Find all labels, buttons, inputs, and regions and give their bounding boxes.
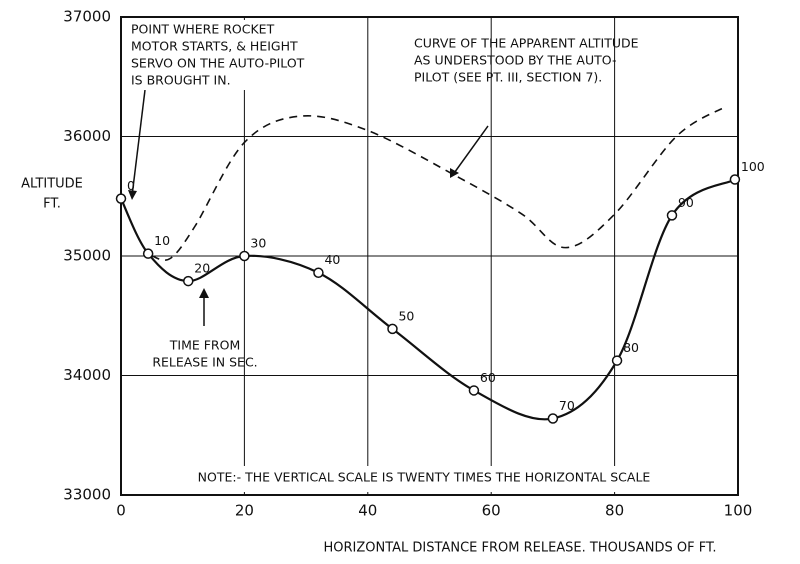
line (120, 178, 736, 421)
arrow (451, 125, 489, 177)
point-label: 70 (559, 398, 575, 413)
point-label: 0 (127, 178, 135, 193)
annotation: AS UNDERSTOOD BY THE AUTO- (414, 53, 616, 68)
y-tick-label: 37000 (63, 8, 111, 26)
y-tick-label: 36000 (63, 127, 111, 145)
arrow-head (450, 168, 459, 178)
x-tick-label: 0 (116, 502, 126, 520)
annotation: SERVO ON THE AUTO-PILOT (131, 56, 305, 71)
point-label: 90 (678, 195, 694, 210)
x-tick-label: 80 (605, 502, 624, 520)
y-axis-label: ALTITUDE (21, 177, 83, 192)
point (239, 250, 250, 262)
annotation: TIME FROM (169, 338, 240, 353)
y-axis-label: FT. (43, 197, 61, 212)
point (115, 193, 127, 204)
point (666, 210, 678, 221)
annotation: PILOT (SEE PT. III, SECTION 7). (414, 70, 602, 85)
annotation: MOTOR STARTS, & HEIGHT (131, 39, 298, 54)
point (729, 174, 741, 185)
point (183, 275, 194, 287)
point (387, 323, 398, 335)
x-tick-label: 60 (482, 502, 501, 520)
arrow (131, 89, 146, 197)
x-tick-label: 100 (724, 502, 753, 520)
y-tick-label: 34000 (63, 366, 111, 384)
point-label: 40 (324, 252, 340, 267)
point-label: 100 (741, 159, 765, 174)
point (313, 267, 324, 278)
x-tick-label: 40 (358, 502, 377, 520)
y-tick-label: 35000 (63, 247, 111, 265)
point-label: 10 (154, 233, 170, 248)
point-label: 60 (480, 370, 496, 385)
annotation: NOTE:- THE VERTICAL SCALE IS TWENTY TIME… (198, 470, 651, 485)
point-label: 20 (194, 261, 210, 276)
point (468, 385, 480, 396)
arrow-head (199, 288, 209, 298)
point-label: 80 (623, 340, 639, 355)
arrow-head (128, 190, 137, 200)
annotation-box (124, 466, 732, 492)
annotation: RELEASE IN SEC. (152, 355, 257, 370)
point (611, 355, 623, 366)
point (142, 248, 154, 259)
line (151, 105, 727, 261)
x-tick-label: 20 (235, 502, 254, 520)
annotation: POINT WHERE ROCKET (131, 22, 275, 37)
point-label: 50 (398, 308, 414, 323)
annotation: IS BROUGHT IN. (131, 73, 231, 88)
annotation-box (124, 20, 306, 90)
point (547, 413, 559, 424)
y-tick-label: 33000 (63, 486, 111, 504)
annotation: CURVE OF THE APPARENT ALTITUDE (414, 36, 639, 51)
x-axis-label: HORIZONTAL DISTANCE FROM RELEASE. THOUSA… (323, 541, 716, 556)
point-label: 30 (250, 236, 266, 251)
